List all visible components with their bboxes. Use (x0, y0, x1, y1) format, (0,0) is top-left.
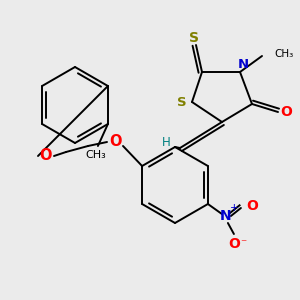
Text: +: + (230, 203, 238, 213)
Text: N: N (237, 58, 249, 70)
Text: O: O (246, 199, 258, 213)
Text: ⁻: ⁻ (240, 238, 246, 250)
Text: O: O (228, 237, 240, 251)
Text: CH₃: CH₃ (274, 49, 293, 59)
Text: O: O (40, 148, 52, 164)
Text: H: H (162, 136, 170, 148)
Text: CH₃: CH₃ (85, 150, 106, 160)
Text: N: N (220, 209, 232, 223)
Text: S: S (189, 31, 199, 45)
Text: O: O (109, 134, 121, 149)
Text: O: O (280, 105, 292, 119)
Text: S: S (177, 95, 187, 109)
